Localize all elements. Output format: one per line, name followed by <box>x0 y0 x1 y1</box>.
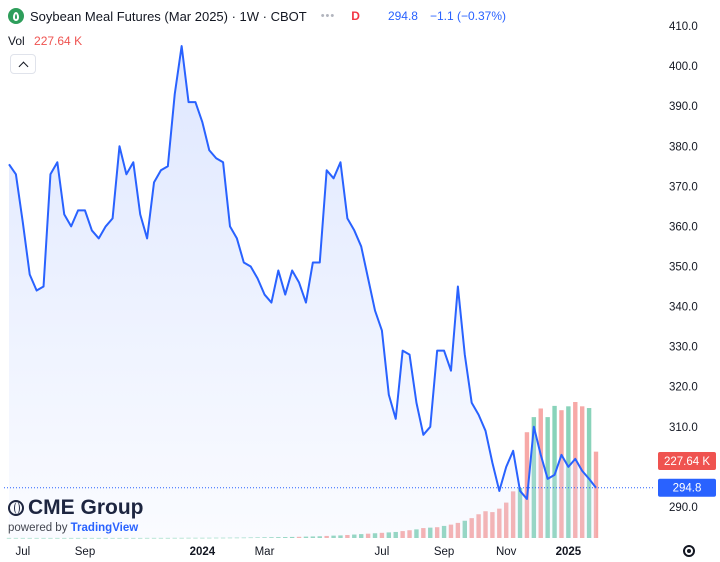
volume-bar <box>524 432 530 538</box>
volume-bar <box>27 537 32 539</box>
time-tick-label: Mar <box>255 546 275 558</box>
time-tick-label: Sep <box>434 546 454 558</box>
volume-label: Vol <box>8 34 25 48</box>
price-tick-label: 400.0 <box>669 61 698 73</box>
globe-icon <box>8 500 24 516</box>
chevron-up-icon <box>18 61 28 71</box>
volume-bar <box>200 537 205 539</box>
volume-bar <box>110 537 115 539</box>
volume-bar <box>179 537 184 539</box>
volume-bar <box>186 537 191 539</box>
volume-bar <box>13 537 19 539</box>
volume-legend: Vol 227.64 K <box>8 34 82 48</box>
volume-bar <box>75 537 81 539</box>
volume-bar <box>82 537 88 539</box>
time-tick-label: Jul <box>15 546 30 558</box>
price-tick-label: 290.0 <box>669 502 698 514</box>
time-tick-label: 2025 <box>556 546 582 558</box>
volume-bar <box>124 537 129 539</box>
platform-link[interactable]: TradingView <box>70 522 139 534</box>
price-tick-label: 330.0 <box>669 342 698 354</box>
volume-tag: 227.64 K <box>664 456 710 468</box>
volume-bar <box>117 537 122 539</box>
cme-logo: CME Group <box>8 496 144 520</box>
price-tick-label: 380.0 <box>669 141 698 153</box>
time-tick-label: Nov <box>496 546 517 558</box>
price-tick-label: 310.0 <box>669 422 698 434</box>
price-tick-label: 320.0 <box>669 382 698 394</box>
time-tick-label: Sep <box>75 546 95 558</box>
collapse-legend-button[interactable] <box>10 54 36 74</box>
price-area-fill <box>9 46 596 539</box>
volume-bar <box>144 537 150 539</box>
volume-bar <box>41 537 46 539</box>
volume-bar <box>48 537 53 539</box>
brand-watermark: CME Group powered by TradingView <box>8 496 144 534</box>
brand-name: CME Group <box>28 496 144 519</box>
price-tick-label: 360.0 <box>669 221 698 233</box>
volume-bar <box>20 537 26 539</box>
price-tick-label: 350.0 <box>669 262 698 274</box>
price-tag: 294.8 <box>673 483 702 495</box>
soybean-leaf-icon <box>8 8 24 24</box>
volume-bar <box>172 537 177 539</box>
last-price: 294.8 <box>387 9 418 23</box>
volume-bar <box>165 537 171 539</box>
gear-icon[interactable] <box>683 545 695 557</box>
volume-bar <box>151 537 157 539</box>
price-tick-label: 390.0 <box>669 101 698 113</box>
volume-bar <box>34 537 39 539</box>
time-tick-label: 2024 <box>190 546 216 558</box>
volume-bar <box>586 408 592 538</box>
price-line <box>8 45 597 500</box>
volume-bar <box>55 537 60 539</box>
powered-by-text: powered by <box>8 522 68 534</box>
time-axis[interactable]: Jul Sep 2024 Mar Jul Sep Nov 2025 <box>15 546 581 558</box>
volume-bar <box>62 537 67 539</box>
volume-bar <box>193 537 198 539</box>
price-change: −1.1 (−0.37%) <box>429 9 507 23</box>
volume-bar <box>138 537 143 539</box>
time-tick-label: Jul <box>375 546 390 558</box>
volume-value: 227.64 K <box>34 34 83 48</box>
volume-bar <box>131 537 136 539</box>
more-dots-icon: ••• <box>320 10 336 22</box>
volume-bar <box>96 537 101 539</box>
axis-tags: 227.64 K 294.8 <box>658 452 716 497</box>
price-tick-label: 340.0 <box>669 302 698 314</box>
price-axis[interactable]: 410.0 400.0 390.0 380.0 370.0 360.0 350.0 340.0… <box>669 21 698 514</box>
volume-bar <box>207 537 212 539</box>
volume-bar <box>103 537 108 539</box>
price-tick-label: 370.0 <box>669 181 698 193</box>
volume-bar <box>158 537 164 539</box>
symbol-title[interactable]: Soybean Meal Futures (Mar 2025) · 1W · C… <box>30 8 307 24</box>
price-tag-bg <box>658 478 716 497</box>
price-tick-label: 410.0 <box>669 21 698 33</box>
volume-bar <box>89 537 95 539</box>
volume-bar <box>68 537 74 539</box>
chart-legend: Soybean Meal Futures (Mar 2025) · 1W · C… <box>8 8 506 24</box>
volume-bar <box>6 537 12 539</box>
volume-tag-bg <box>658 452 716 470</box>
delayed-badge: D <box>351 9 360 23</box>
